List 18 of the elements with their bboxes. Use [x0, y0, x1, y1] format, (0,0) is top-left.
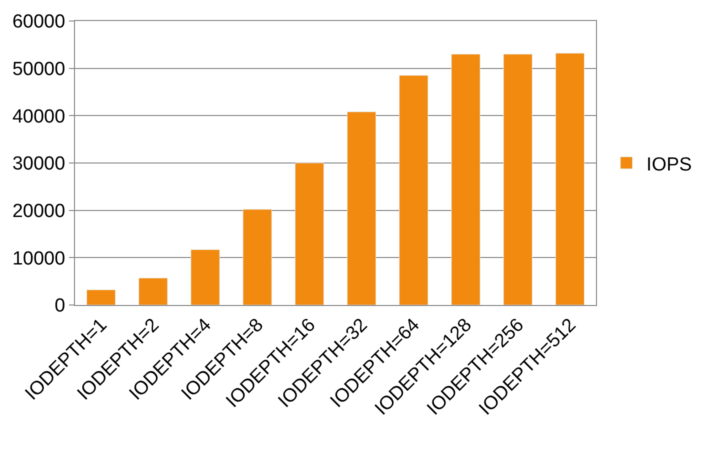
y-tick-label: 20000 [12, 200, 66, 222]
bar [242, 209, 272, 305]
bar [294, 162, 324, 305]
bar [138, 278, 168, 305]
y-tick-label: 0 [54, 296, 66, 317]
y-tick-label: 30000 [12, 154, 66, 175]
y-tick-label: 50000 [12, 58, 66, 80]
y-tick-label: 60000 [12, 12, 66, 33]
legend-label: IOPS [646, 154, 692, 176]
y-tick-label: 40000 [12, 106, 66, 128]
bar [190, 249, 220, 305]
bar [346, 112, 376, 305]
bar [503, 54, 532, 305]
y-tick-label: 10000 [12, 248, 66, 270]
bar [399, 75, 428, 305]
bar [555, 52, 585, 305]
bar [86, 290, 116, 305]
bar [451, 54, 480, 305]
